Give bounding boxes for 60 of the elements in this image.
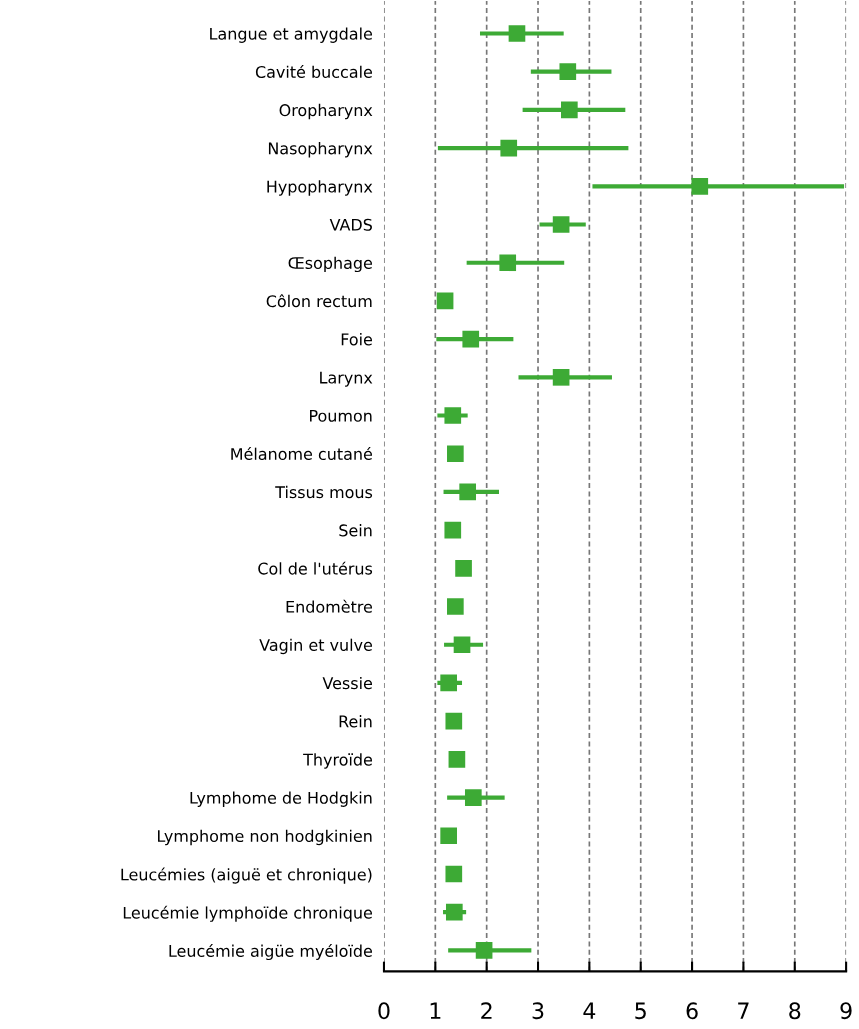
y-tick-label: VADS	[329, 218, 372, 231]
y-tick-label: Larynx	[320, 371, 373, 387]
point	[459, 483, 477, 501]
y-tick-label: Mélanome cutané	[231, 447, 373, 461]
y-tick-label: Lymphome de Hodgkin	[190, 791, 372, 807]
y-tick-label: Poumon	[310, 409, 372, 422]
y-tick-label: Sein	[339, 524, 372, 537]
x-tick-label: 9	[840, 1002, 852, 1020]
point	[464, 789, 482, 806]
y-tick-label: Hypopharynx	[267, 180, 373, 196]
y-tick-label: Nasopharynx	[268, 142, 373, 158]
y-tick-label: Leucémies (aiguë et chronique)	[121, 867, 372, 884]
y-tick-label: Thyroïde	[303, 753, 373, 769]
point	[440, 674, 458, 692]
y-tick-label: Leucémie aigüe myéloïde	[169, 943, 372, 961]
y-tick-label: Vagin et vulve	[259, 638, 373, 655]
point	[508, 25, 526, 42]
y-tick-label: Vessie	[322, 676, 373, 690]
y-tick-label: Lymphome non hodgkinien	[158, 829, 372, 846]
point	[561, 101, 578, 119]
point	[447, 598, 464, 615]
point	[453, 636, 471, 654]
x-tick-label: 0	[378, 1002, 390, 1020]
x-tick-label: 8	[789, 1002, 801, 1020]
point	[500, 139, 518, 157]
y-tick-label: Langue et amygdale	[210, 27, 373, 43]
point	[444, 521, 462, 539]
point	[559, 63, 577, 81]
y-tick-label: Œsophage	[288, 256, 373, 273]
point	[448, 751, 466, 768]
point	[552, 368, 570, 386]
x-tick-label: 2	[481, 1002, 492, 1019]
point	[475, 942, 493, 959]
point	[447, 445, 464, 463]
x-tick-label: 1	[430, 1002, 441, 1019]
y-tick-label: Rein	[339, 715, 372, 728]
y-tick-label: Endomètre	[286, 599, 373, 613]
x-tick-label: 7	[738, 1002, 749, 1019]
point	[462, 330, 480, 348]
y-tick-label: Leucémie lymphoïde chronique	[123, 905, 373, 922]
y-tick-label: Col de l'utérus	[258, 561, 373, 575]
y-tick-label: Tissus mous	[275, 485, 373, 499]
point	[440, 827, 458, 845]
y-tick-label: Oropharynx	[279, 103, 373, 120]
point	[691, 177, 709, 195]
x-tick-label: 3	[532, 1002, 544, 1020]
x-tick-label: 5	[635, 1002, 646, 1020]
point	[436, 292, 454, 310]
x-tick-label: 4	[583, 1002, 596, 1019]
x-tick-label: 6	[686, 1002, 698, 1020]
point	[444, 407, 462, 424]
y-tick-label: Cavité buccale	[255, 65, 373, 78]
y-tick-label: Côlon rectum	[266, 294, 372, 308]
y-tick-label: Foie	[341, 333, 373, 346]
point	[455, 560, 472, 577]
point	[445, 865, 463, 883]
point	[552, 216, 570, 233]
point	[445, 712, 463, 730]
point	[499, 254, 517, 272]
point	[445, 903, 463, 921]
